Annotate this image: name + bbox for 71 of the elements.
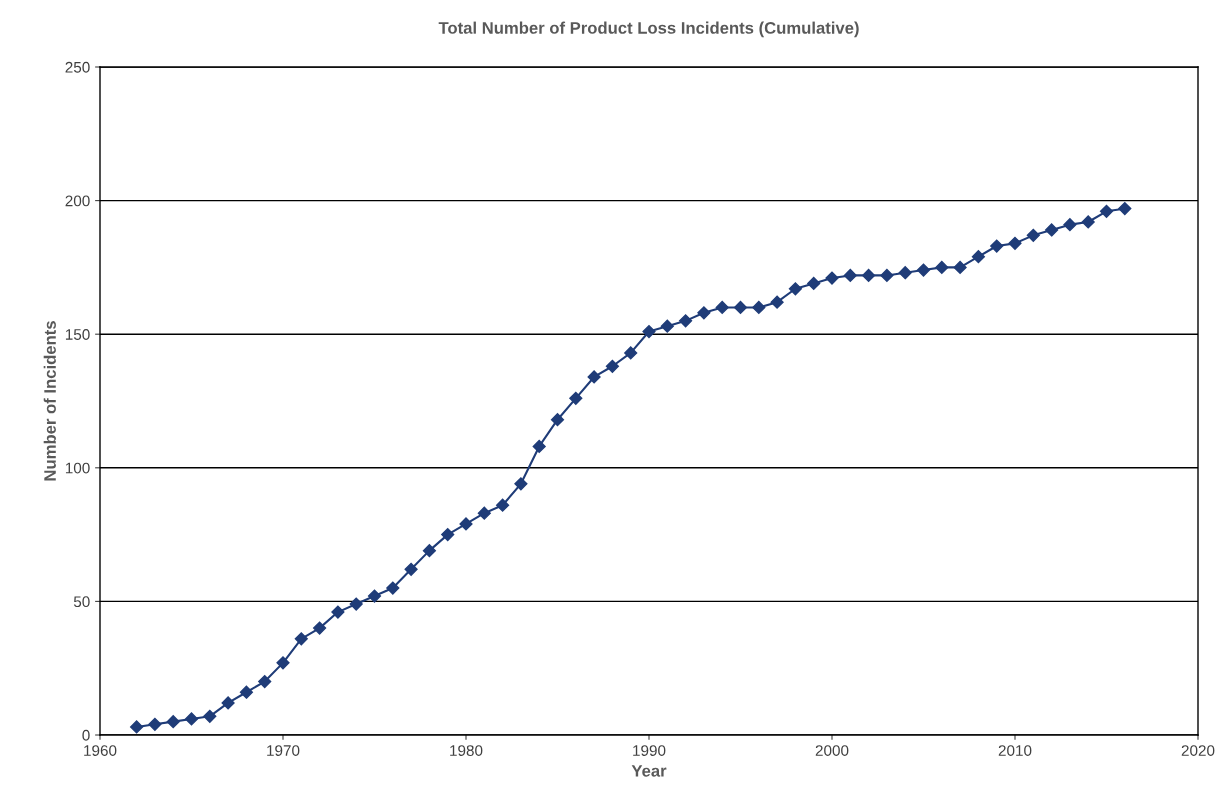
point [532, 439, 546, 454]
y-tick-label: 0 [82, 729, 90, 741]
point [459, 517, 473, 531]
point [916, 263, 931, 277]
point [514, 477, 528, 491]
point [825, 271, 839, 285]
point [1081, 215, 1095, 229]
point [441, 528, 455, 542]
point [239, 685, 253, 699]
point [697, 306, 711, 320]
chart-title: Total Number of Product Loss Incidents (Cumulative) [438, 21, 859, 38]
point [770, 295, 784, 309]
point [1099, 204, 1114, 218]
point [569, 391, 583, 405]
point [422, 544, 436, 558]
x-tick-label: 1960 [84, 745, 117, 756]
point [679, 314, 693, 328]
point [1026, 228, 1040, 242]
y-tick-label: 50 [73, 596, 90, 608]
point [807, 276, 821, 291]
point [477, 506, 491, 520]
point [1008, 236, 1022, 250]
x-axis-title: Year [631, 765, 667, 777]
point [953, 260, 967, 274]
point [258, 674, 272, 689]
x-tick-label: 1990 [633, 745, 666, 756]
point [624, 346, 638, 360]
point [294, 632, 308, 646]
point [862, 268, 876, 283]
x-tick-label: 1970 [267, 745, 300, 756]
point [642, 324, 656, 339]
point [898, 266, 912, 280]
point [843, 268, 857, 283]
y-tick-label: 250 [65, 61, 90, 73]
y-tick-label: 150 [65, 329, 90, 340]
point [496, 498, 510, 512]
y-axis-title: Number of Incidents [43, 321, 56, 481]
point [715, 300, 729, 315]
point [184, 712, 199, 726]
point [349, 597, 363, 611]
point [990, 239, 1004, 253]
y-tick-label: 200 [65, 195, 90, 207]
point [587, 370, 601, 384]
point [788, 282, 802, 296]
point [276, 656, 290, 670]
point [733, 300, 748, 315]
point [404, 562, 418, 576]
point [880, 268, 894, 283]
point [386, 581, 400, 595]
point [752, 300, 766, 315]
point [1063, 218, 1077, 232]
point [148, 717, 162, 731]
point [971, 250, 985, 264]
point [130, 720, 144, 734]
point [313, 621, 327, 635]
point [203, 709, 217, 723]
point [605, 359, 619, 373]
point [367, 589, 382, 603]
y-tick-label: 100 [65, 462, 90, 474]
x-tick-label: 2010 [998, 745, 1032, 756]
x-tick-label: 2020 [1181, 745, 1215, 756]
point [166, 715, 180, 729]
point [331, 605, 345, 619]
point [550, 413, 565, 427]
x-tick-label: 1980 [450, 745, 483, 756]
point [1118, 202, 1132, 216]
point [660, 319, 674, 333]
point [221, 696, 235, 710]
point [1045, 223, 1059, 237]
point [935, 260, 949, 274]
x-tick-label: 2000 [815, 745, 849, 756]
